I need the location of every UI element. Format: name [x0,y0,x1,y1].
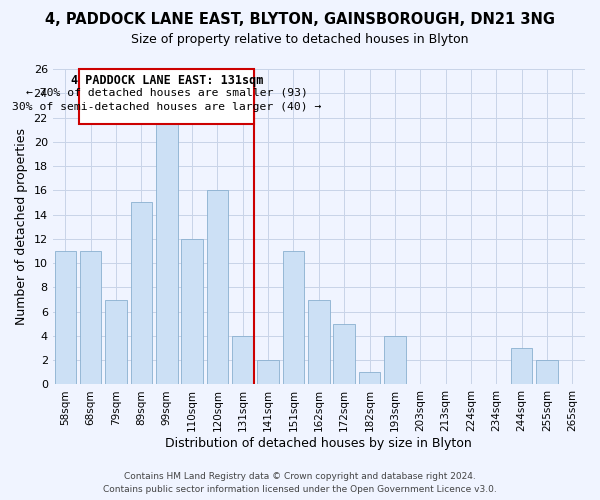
Y-axis label: Number of detached properties: Number of detached properties [15,128,28,325]
Text: 30% of semi-detached houses are larger (40) →: 30% of semi-detached houses are larger (… [12,102,322,112]
Bar [232,336,254,384]
Bar [55,251,76,384]
Bar [79,69,254,124]
Bar [384,336,406,384]
Text: ← 70% of detached houses are smaller (93): ← 70% of detached houses are smaller (93… [26,87,308,97]
Bar [283,251,304,384]
Bar [359,372,380,384]
Bar [536,360,558,384]
Bar [131,202,152,384]
Bar [80,251,101,384]
Text: Contains public sector information licensed under the Open Government Licence v3: Contains public sector information licen… [103,485,497,494]
Bar [257,360,279,384]
Bar [308,300,329,384]
Bar [105,300,127,384]
Text: Contains HM Land Registry data © Crown copyright and database right 2024.: Contains HM Land Registry data © Crown c… [124,472,476,481]
Text: 4 PADDOCK LANE EAST: 131sqm: 4 PADDOCK LANE EAST: 131sqm [71,74,263,87]
X-axis label: Distribution of detached houses by size in Blyton: Distribution of detached houses by size … [166,437,472,450]
Bar [181,239,203,384]
Bar [511,348,532,385]
Bar [156,118,178,384]
Bar [206,190,228,384]
Text: 4, PADDOCK LANE EAST, BLYTON, GAINSBOROUGH, DN21 3NG: 4, PADDOCK LANE EAST, BLYTON, GAINSBOROU… [45,12,555,28]
Bar [334,324,355,384]
Text: Size of property relative to detached houses in Blyton: Size of property relative to detached ho… [131,32,469,46]
